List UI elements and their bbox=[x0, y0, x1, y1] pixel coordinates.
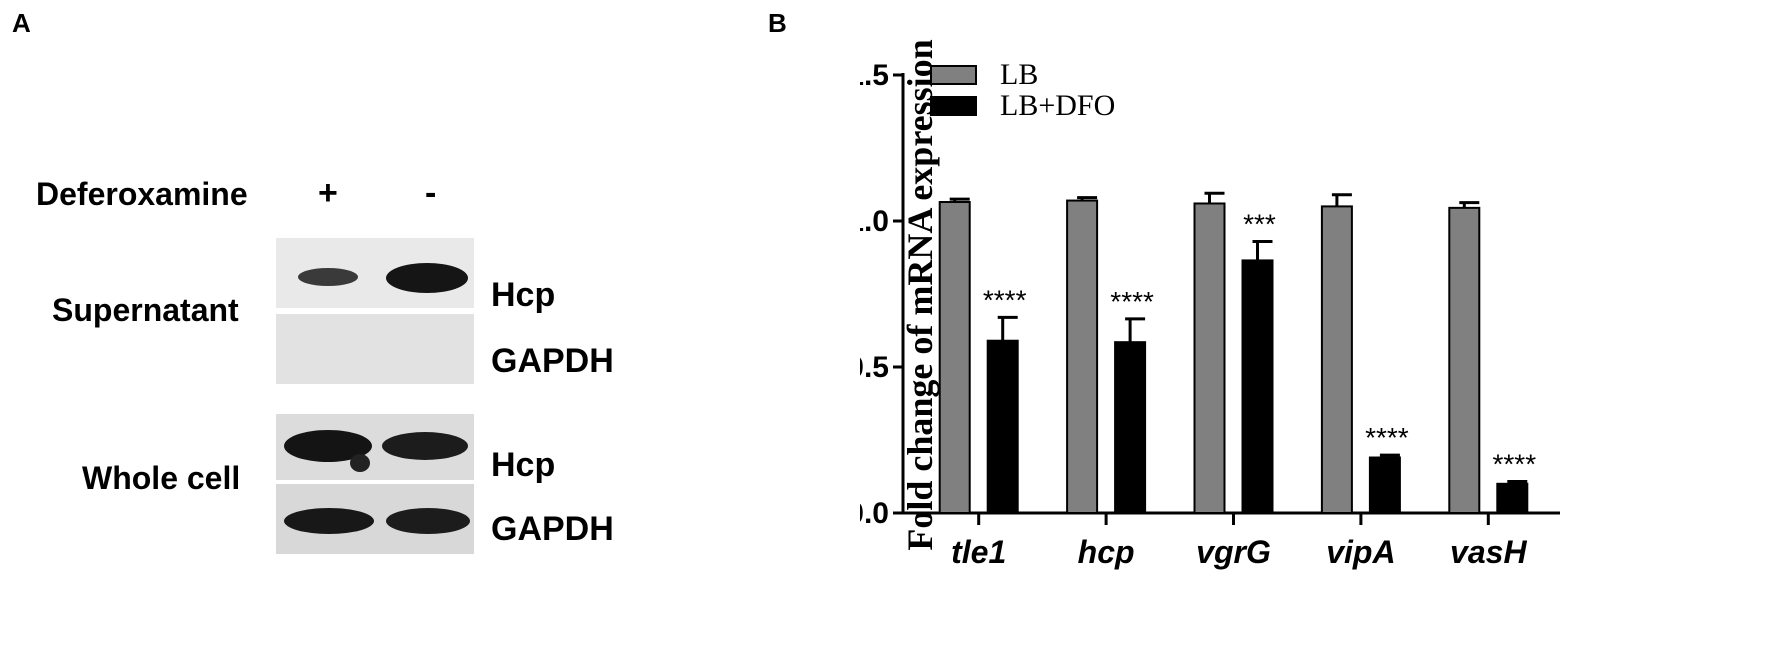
band-supernatant-hcp-minus bbox=[386, 263, 468, 293]
blot-whole-cell-hcp bbox=[276, 414, 474, 480]
band-whole-cell-hcp-minus bbox=[382, 432, 468, 460]
bar-lb-dfo bbox=[1496, 482, 1529, 514]
treatment-label: Deferoxamine bbox=[36, 176, 248, 212]
bar-lb bbox=[1320, 205, 1353, 514]
bar-lb-dfo bbox=[1241, 259, 1274, 515]
band-whole-cell-gapdh-plus bbox=[284, 508, 374, 534]
bar-lb-dfo bbox=[1368, 456, 1401, 514]
y-tick-label: 0.5 bbox=[860, 351, 889, 384]
blot-speck bbox=[350, 454, 370, 472]
whole-cell-label: Whole cell bbox=[82, 460, 241, 496]
significance-label: **** bbox=[1493, 448, 1537, 479]
legend-swatch-lb-dfo bbox=[930, 96, 977, 116]
y-axis-title: Fold change of mRNA expression bbox=[900, 39, 940, 550]
legend-label-lb-dfo: LB+DFO bbox=[1000, 89, 1115, 122]
blot-supernatant-hcp bbox=[276, 238, 474, 308]
bar-lb-dfo bbox=[1114, 341, 1147, 514]
bar-lb-dfo bbox=[986, 339, 1019, 514]
legend-swatch-lb bbox=[930, 65, 977, 85]
supernatant-label: Supernatant bbox=[52, 292, 239, 328]
bar-lb bbox=[1448, 206, 1481, 515]
panel-a-letter: A bbox=[12, 8, 31, 38]
supernatant-gapdh-label: GAPDH bbox=[491, 342, 614, 380]
x-tick-label: vgrG bbox=[1196, 534, 1271, 570]
bar-lb bbox=[1193, 202, 1226, 514]
lane-plus-label: + bbox=[318, 174, 338, 212]
lane-minus-label: - bbox=[425, 174, 437, 212]
panel-b-letter: B bbox=[768, 8, 787, 38]
bar-lb bbox=[938, 201, 971, 515]
legend-label-lb: LB bbox=[1000, 58, 1038, 91]
x-tick-label: vipA bbox=[1326, 534, 1395, 570]
bar-lb bbox=[1066, 199, 1099, 514]
whole-cell-hcp-label: Hcp bbox=[491, 446, 556, 484]
y-tick-label: 0.0 bbox=[860, 497, 889, 530]
significance-label: *** bbox=[1243, 208, 1276, 239]
band-supernatant-hcp-plus bbox=[298, 268, 358, 286]
supernatant-hcp-label: Hcp bbox=[491, 276, 556, 314]
y-tick-label: 1.5 bbox=[860, 59, 889, 92]
x-tick-label: tle1 bbox=[951, 534, 1006, 570]
significance-label: **** bbox=[1110, 286, 1154, 317]
blot-supernatant-gapdh bbox=[276, 314, 474, 384]
significance-label: **** bbox=[1365, 422, 1409, 453]
x-tick-label: hcp bbox=[1078, 534, 1135, 570]
whole-cell-gapdh-label: GAPDH bbox=[491, 510, 614, 548]
band-whole-cell-gapdh-minus bbox=[386, 508, 470, 534]
x-tick-label: vasH bbox=[1450, 534, 1527, 570]
bar-chart: 0.0 0.5 1.0 1.5 Fold change of mRNA expressi… bbox=[860, 39, 1560, 570]
y-tick-label: 1.0 bbox=[860, 205, 889, 238]
blot-whole-cell-gapdh bbox=[276, 484, 474, 554]
significance-label: **** bbox=[983, 284, 1027, 315]
